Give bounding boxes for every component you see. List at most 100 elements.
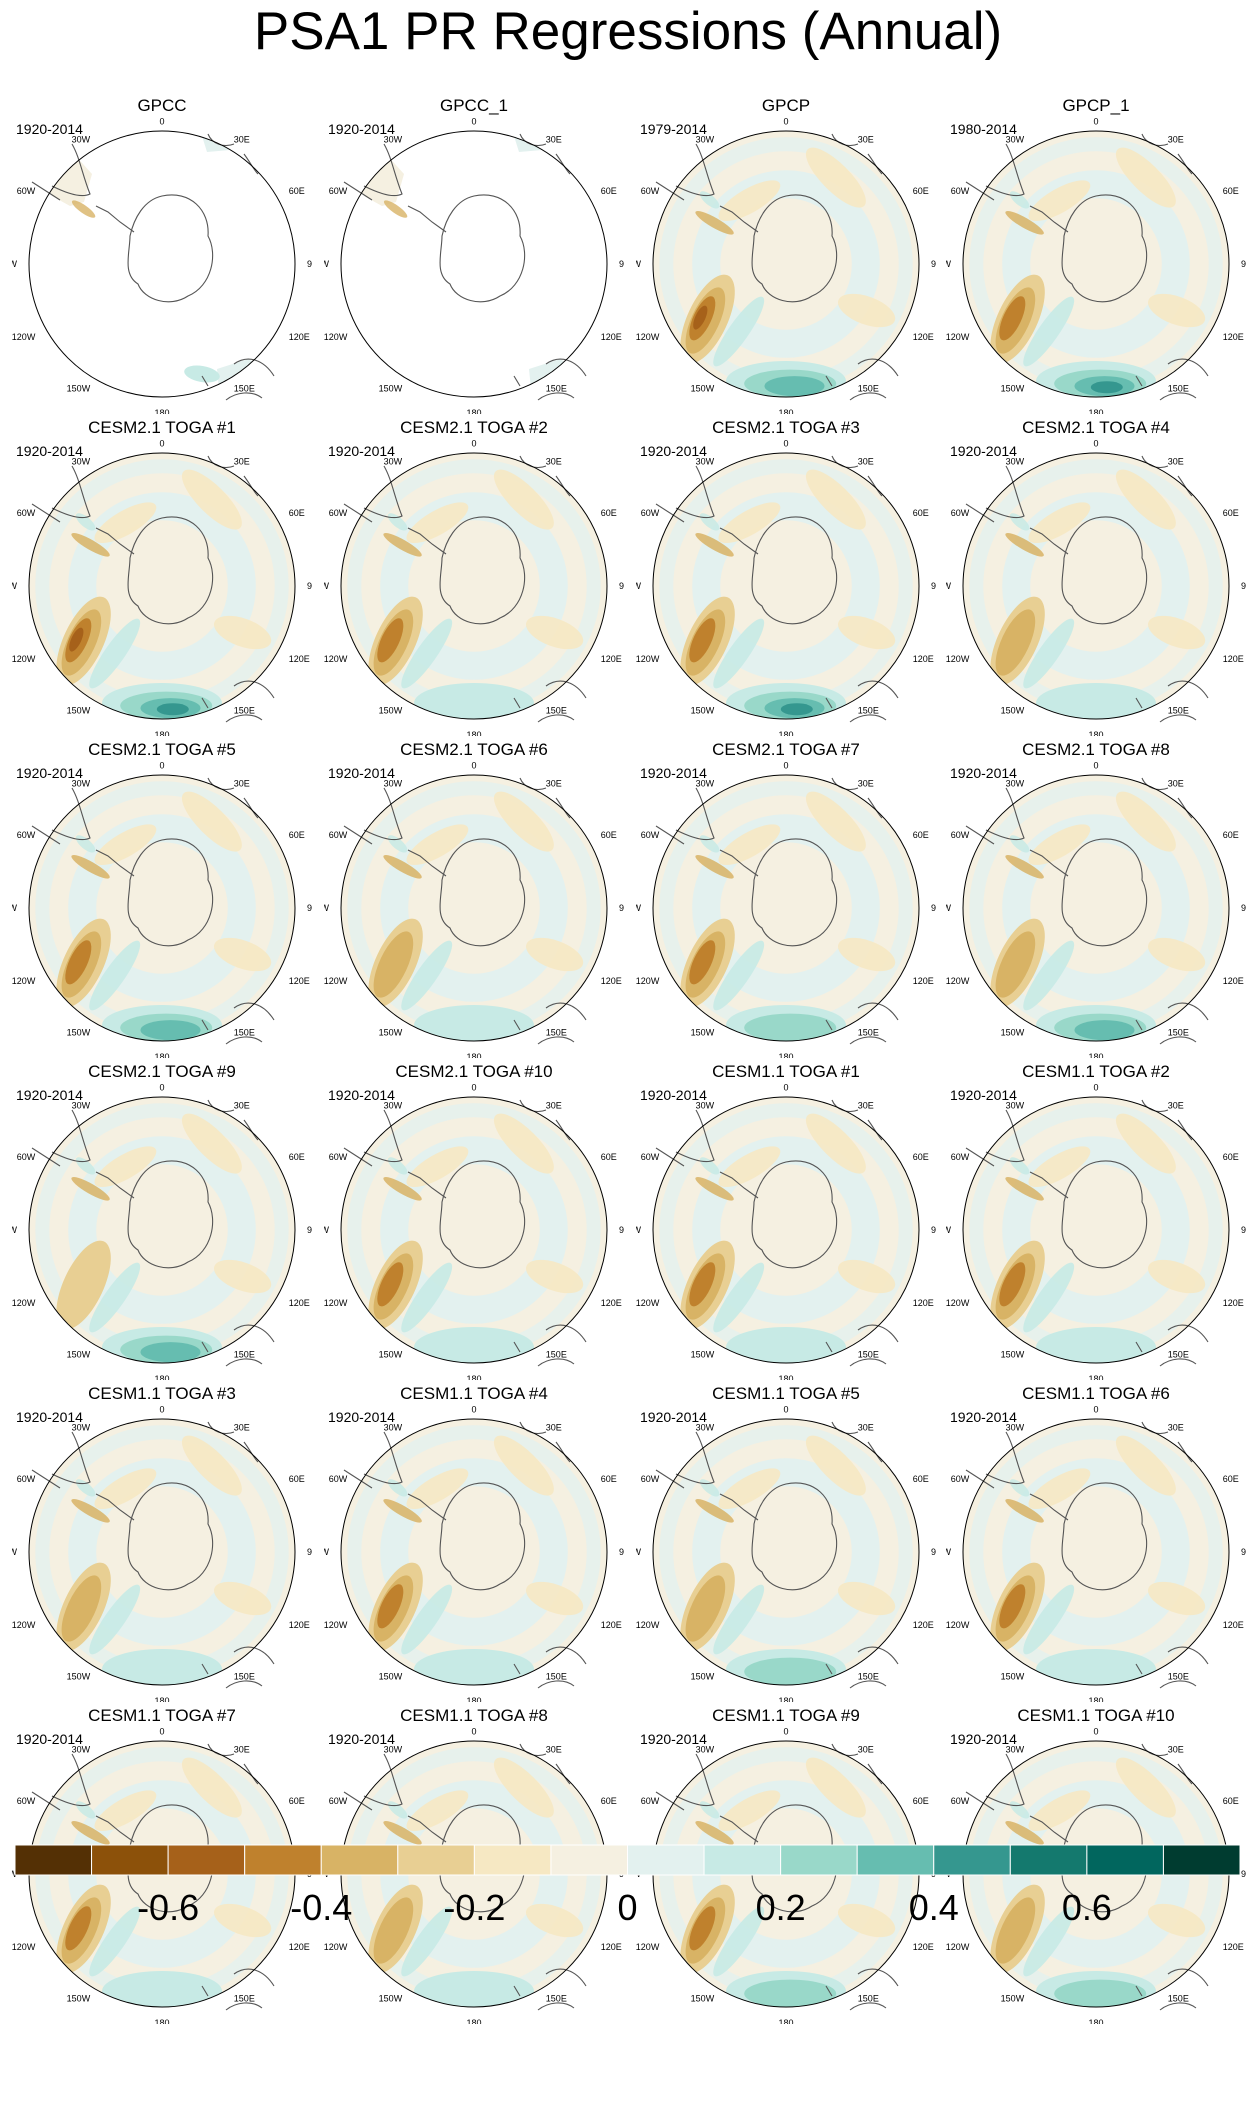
ring-band: [68, 492, 256, 680]
pos-anomaly: [744, 1979, 837, 2007]
map-panel: CESM2.1 TOGA #4 0 30E 60E 90E 120E 150E 180 150W…: [946, 418, 1246, 736]
polar-map: 0 30E 60E 90E 120E 150E 180 150W 120W 90W 60W 30W: [12, 439, 312, 736]
neg-anomaly: [693, 305, 708, 330]
longitude-label: 120W: [324, 1298, 348, 1308]
neg-anomaly: [526, 1581, 584, 1616]
longitude-label: 120E: [913, 332, 934, 342]
polar-map: 0 30E 60E 90E 120E 150E 180 150W 120W 90W 60W 30W: [12, 117, 312, 414]
neg-anomaly: [181, 1435, 242, 1496]
longitude-label: 150E: [858, 383, 879, 393]
longitude-label: 120W: [946, 976, 970, 986]
neg-anomaly: [689, 1906, 716, 1951]
longitude-label: 30W: [384, 135, 403, 145]
longitude-label: 30W: [72, 1423, 91, 1433]
pos-anomaly: [1090, 381, 1123, 394]
neg-anomaly: [56, 1240, 111, 1330]
longitude-label: 120W: [324, 332, 348, 342]
longitude-label: 120W: [12, 654, 36, 664]
longitude-label: 180: [778, 1696, 793, 1702]
longitude-label: 60E: [289, 508, 305, 518]
longitude-label: 90W: [12, 581, 17, 591]
ring-band: [692, 170, 880, 358]
map-panel: CESM2.1 TOGA #9 0 30E 60E 90E 120E 150E 180 150W…: [12, 1062, 312, 1380]
neg-anomaly: [65, 940, 92, 985]
longitude-label: 120W: [946, 332, 970, 342]
longitude-label: 90W: [946, 581, 951, 591]
longitude-label: 150E: [1168, 1993, 1189, 2003]
antarctica-coastline: [439, 1482, 526, 1591]
south-america-coastline: [965, 143, 1025, 201]
neg-anomaly: [71, 532, 110, 557]
longitude-label: 180: [1088, 2018, 1103, 2024]
pos-anomaly: [89, 940, 141, 1011]
map-border: [28, 1418, 296, 1686]
longitude-label: 90E: [619, 259, 624, 269]
longitude-label: 150W: [691, 1027, 715, 1037]
panel-title: CESM1.1 TOGA #10: [1017, 1706, 1175, 1725]
pos-anomaly: [1023, 1906, 1075, 1977]
map-border: [652, 1096, 920, 1364]
colorbar-swatch: [703, 1844, 782, 1876]
pos-anomaly: [713, 1262, 765, 1333]
polar-map: 0 30E 60E 90E 120E 150E 180 150W 120W 90W 60W 30W: [636, 439, 936, 736]
map-border: [962, 774, 1230, 1042]
longitude-label: 60E: [601, 1796, 617, 1806]
neg-anomaly: [1028, 1146, 1091, 1188]
longitude-label: 120E: [289, 976, 310, 986]
polar-map: 0 30E 60E 90E 120E 150E 180 150W 120W 90W 60W 30W: [636, 1405, 936, 1702]
longitude-label: 150W: [379, 1349, 403, 1359]
longitude-label: 90E: [1241, 259, 1246, 269]
map-border: [962, 1418, 1230, 1686]
longitude-label: 90W: [636, 1547, 641, 1557]
pos-anomaly: [184, 365, 220, 383]
longitude-label: 90E: [619, 903, 624, 913]
longitude-label: 0: [783, 1727, 788, 1737]
longitude-label: 30E: [234, 457, 250, 467]
map-panel: GPCP_1 0 30E 60E 90E 120E 150E 180 150W 120W 90W 60…: [946, 96, 1246, 414]
longitude-label: 180: [154, 730, 169, 736]
panel-title: CESM1.1 TOGA #2: [1022, 1062, 1170, 1081]
ring-band: [692, 492, 880, 680]
panel-period: 1920-2014: [950, 1731, 1017, 1747]
longitude-label: 0: [159, 439, 164, 449]
map-panel: CESM2.1 TOGA #2 0 30E 60E 90E 120E 150E 180 150W…: [324, 418, 624, 736]
neg-anomaly: [1148, 1259, 1206, 1294]
longitude-label: 30W: [384, 779, 403, 789]
antarctica-coastline: [1061, 194, 1148, 303]
neg-anomaly: [383, 854, 422, 879]
antarctica-coastline: [751, 1482, 838, 1591]
australia-nz-coastline: [1135, 358, 1209, 401]
antarctica-coastline: [127, 1160, 214, 1269]
longitude-label: 60E: [289, 1796, 305, 1806]
longitude-label: 30E: [546, 779, 562, 789]
longitude-label: 180: [1088, 730, 1103, 736]
longitude-label: 120E: [913, 654, 934, 664]
map-panel: GPCC 0 30E 60E 90E 120E 150E 180 150W 120W 90W 60W 3…: [12, 96, 312, 414]
pos-anomaly: [102, 1649, 222, 1685]
ring-band: [1002, 170, 1190, 358]
neg-anomaly: [94, 824, 157, 866]
australia-nz-coastline: [825, 680, 899, 723]
panel-period: 1920-2014: [640, 1731, 707, 1747]
neg-anomaly: [406, 824, 469, 866]
neg-anomaly: [94, 502, 157, 544]
longitude-label: 180: [466, 408, 481, 414]
neg-anomaly: [526, 1903, 584, 1938]
neg-anomaly: [718, 1790, 781, 1832]
longitude-label: 150E: [546, 1027, 567, 1037]
longitude-label: 120W: [324, 976, 348, 986]
neg-anomaly: [999, 296, 1026, 341]
australia-nz-coastline: [513, 680, 587, 723]
panel-period: 1920-2014: [16, 121, 83, 137]
longitude-label: 60E: [913, 830, 929, 840]
longitude-label: 60E: [1223, 1474, 1239, 1484]
longitude-label: 60W: [329, 1796, 348, 1806]
peninsula-coastline: [719, 1493, 759, 1521]
longitude-label: 0: [159, 1405, 164, 1415]
antarctica-coastline: [127, 838, 214, 947]
longitude-label: 120W: [636, 976, 660, 986]
longitude-label: 120E: [601, 976, 622, 986]
neg-anomaly: [718, 502, 781, 544]
polar-map: 0 30E 60E 90E 120E 150E 180 150W 120W 90W 60W 30W: [636, 761, 936, 1058]
longitude-label: 120W: [12, 1298, 36, 1308]
